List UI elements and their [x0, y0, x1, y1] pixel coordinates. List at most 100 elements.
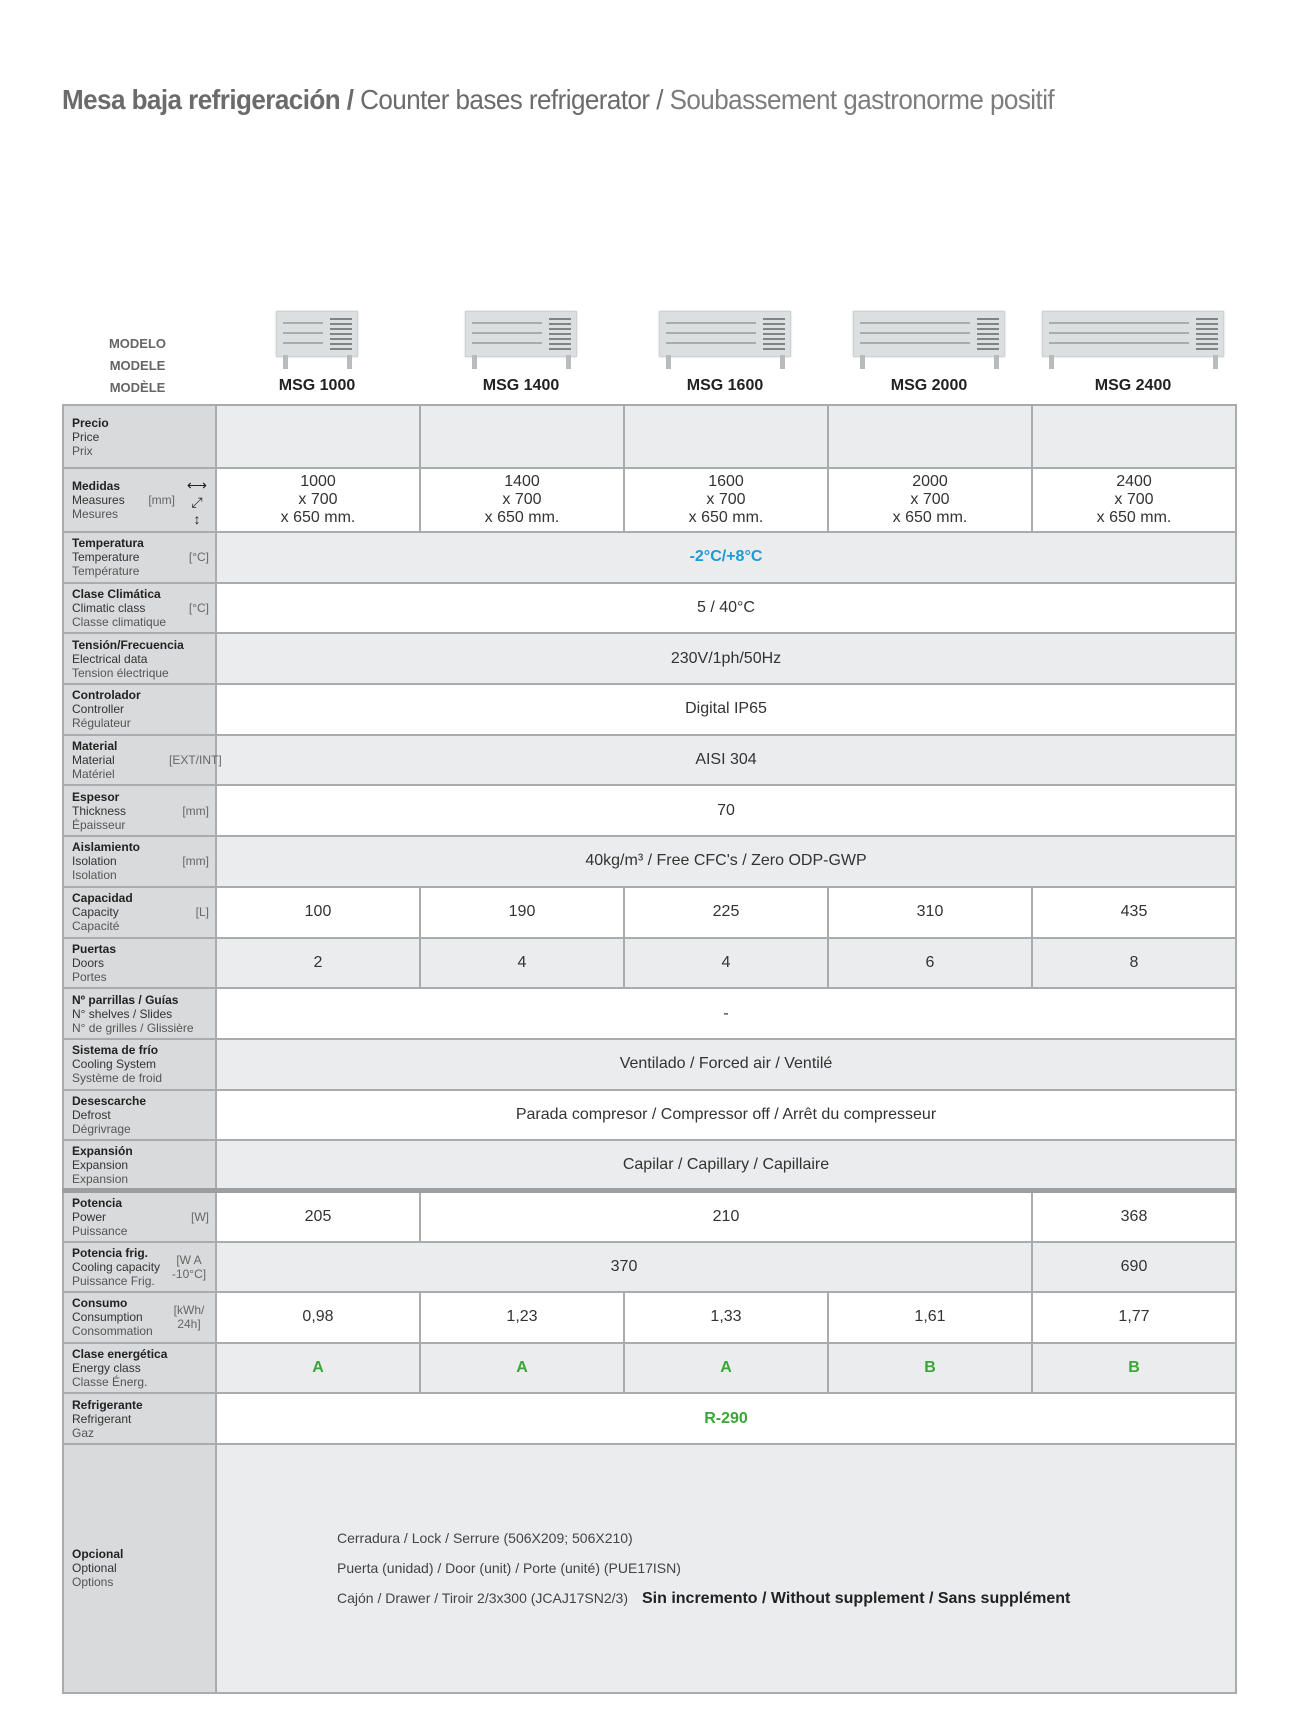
row-label: Puertas Doors Portes [62, 936, 217, 990]
spec-value: 1,23 [419, 1291, 625, 1344]
value-text: 5 / 40°C [697, 599, 755, 617]
row-label-fr: Isolation [72, 868, 117, 883]
dimension-line: 1600 [708, 473, 744, 490]
value-text: R-290 [704, 1409, 748, 1427]
value-text: 4 [517, 953, 527, 971]
unit-label: [kWh/ 24h] [173, 1303, 205, 1332]
product-column-header: MSG 1000 [215, 305, 419, 405]
unit-label: [W A -10°C] [171, 1252, 207, 1281]
dimension-arrows: ⟷ ⤢ ↕ [187, 477, 207, 528]
unit-label: [mm] [148, 493, 175, 507]
row-label-fr: Capacité [72, 919, 120, 934]
dimension-line: 1000 [300, 473, 336, 490]
product-column-header: MSG 2000 [827, 305, 1031, 405]
row-label-fr: Matériel [72, 767, 115, 782]
spec-row-shelves: Nº parrillas / Guías N° shelves / Slides N… [62, 987, 1237, 1040]
spec-row-refrigerant: Refrigerante Refrigerant Gaz R-290 [62, 1392, 1237, 1445]
spec-value: - [215, 987, 1237, 1040]
product-image [659, 311, 791, 357]
spec-value: 435 [1031, 885, 1237, 939]
value-text: 1,77 [1118, 1308, 1150, 1326]
row-label-en: Temperature [72, 550, 140, 565]
spec-row-temperature: Temperatura Temperature Température [°C] -2°… [62, 531, 1237, 584]
value-text: Capilar / Capillary / Capillaire [622, 1155, 830, 1173]
row-label-en: Consumption [72, 1310, 143, 1325]
value-text: 230V/1ph/50Hz [670, 649, 782, 667]
spec-table: Precio Price Prix Medidas Measures Mesures [mm… [62, 404, 1237, 1694]
options-list: Cerradura / Lock / Serrure (506X209; 506… [215, 1442, 1237, 1694]
option-item: Cajón / Drawer / Tiroir 2/3x300 (JCAJ17S… [337, 1583, 1235, 1614]
row-label-es: Clase Climática [72, 587, 161, 602]
spec-row-doors: Puertas Doors Portes 2 4 4 6 8 [62, 936, 1237, 990]
value-text: B [1128, 1359, 1140, 1377]
value-text: 210 [712, 1207, 740, 1225]
row-label-es: Consumo [72, 1296, 128, 1311]
spec-value: 40kg/m³ / Free CFC's / Zero ODP-GWP [215, 835, 1237, 888]
depth-arrow-icon: ⤢ [191, 494, 203, 510]
model-name: MSG 2400 [1094, 377, 1172, 394]
row-label-fr: Gaz [72, 1425, 95, 1440]
row-label-es: Potencia frig. [72, 1245, 149, 1260]
row-label-es: Espesor [72, 789, 120, 804]
spec-value: B [1031, 1341, 1237, 1395]
value-text: 2 [313, 953, 323, 971]
value-text: Parada compresor / Compressor off / Arrê… [515, 1105, 937, 1123]
row-label-es: Controlador [72, 688, 141, 703]
spec-value: A [623, 1341, 829, 1395]
spec-value: Ventilado / Forced air / Ventilé [215, 1037, 1237, 1091]
dimension-line: x 650 mm. [484, 509, 560, 526]
row-label: Aislamiento Isolation Isolation [mm] [62, 835, 217, 888]
option-text: Cerradura / Lock / Serrure (506X209; 506… [337, 1529, 633, 1546]
spec-value: 2 [215, 936, 421, 990]
row-label-fr: Prix [72, 443, 93, 458]
row-label-es: Sistema de frío [72, 1043, 159, 1058]
product-image [853, 311, 1005, 357]
value-text: 190 [508, 903, 536, 921]
row-label-en: Controller [72, 702, 125, 717]
product-image [276, 311, 358, 357]
dimension-line: x 650 mm. [688, 509, 764, 526]
value-text: 0,98 [302, 1308, 334, 1326]
value-text: 100 [304, 903, 332, 921]
product-leg [283, 355, 288, 369]
value-text: 70 [717, 801, 735, 819]
spec-value: 1,77 [1031, 1291, 1237, 1344]
value-text: 205 [304, 1207, 332, 1225]
spec-value: Parada compresor / Compressor off / Arrê… [215, 1088, 1237, 1142]
row-label-fr: Puissance [72, 1223, 128, 1238]
spec-row-thickness: Espesor Thickness Épaisseur [mm] 70 [62, 784, 1237, 838]
row-label: Material Material Matériel [EXT/INT] [62, 733, 222, 787]
spec-value: 370 [215, 1240, 1033, 1294]
value-text: 6 [925, 953, 935, 971]
row-label-en: Electrical data [72, 651, 148, 666]
spec-value: 70 [215, 784, 1237, 838]
row-label-es: Puertas [72, 941, 117, 956]
height-arrow-icon: ↕ [193, 511, 201, 527]
row-label: Sistema de frío Cooling System Système de … [62, 1037, 217, 1091]
spec-value: A [419, 1341, 625, 1395]
spec-row-consumption: Consumo Consumption Consommation [kWh/ 24h]… [62, 1291, 1237, 1344]
spec-value: 225 [623, 885, 829, 939]
value-text: 40kg/m³ / Free CFC's / Zero ODP-GWP [585, 852, 867, 870]
spec-value: -2°C/+8°C [215, 531, 1237, 584]
dimension-line: 1400 [504, 473, 540, 490]
unit-label: [EXT/INT] [169, 753, 222, 768]
row-label-es: Clase energética [72, 1347, 168, 1362]
row-label-fr: Classe Énerg. [72, 1375, 148, 1390]
row-label-en: Energy class [72, 1361, 141, 1376]
unit-label: [°C] [188, 550, 209, 565]
value-text: 435 [1120, 903, 1148, 921]
page-title: Mesa baja refrigeración / Counter bases … [62, 84, 1055, 115]
spec-value: R-290 [215, 1392, 1237, 1445]
dimension-line: x 700 [298, 491, 338, 508]
row-label-en: Price [72, 429, 100, 444]
product-leg [347, 355, 352, 369]
dimension-line: x 700 [502, 491, 542, 508]
spec-row-isolation: Aislamiento Isolation Isolation [mm] 40kg/m³… [62, 835, 1237, 888]
width-arrow-icon: ⟷ [186, 477, 207, 493]
spec-row-defrost: Desescarche Defrost Dégrivrage Parada compr… [62, 1088, 1237, 1142]
dimension-line: x 650 mm. [892, 509, 968, 526]
row-label-fr: Système de froid [72, 1071, 163, 1086]
row-label-en: Measures [72, 493, 125, 507]
model-name: MSG 1400 [482, 377, 560, 394]
